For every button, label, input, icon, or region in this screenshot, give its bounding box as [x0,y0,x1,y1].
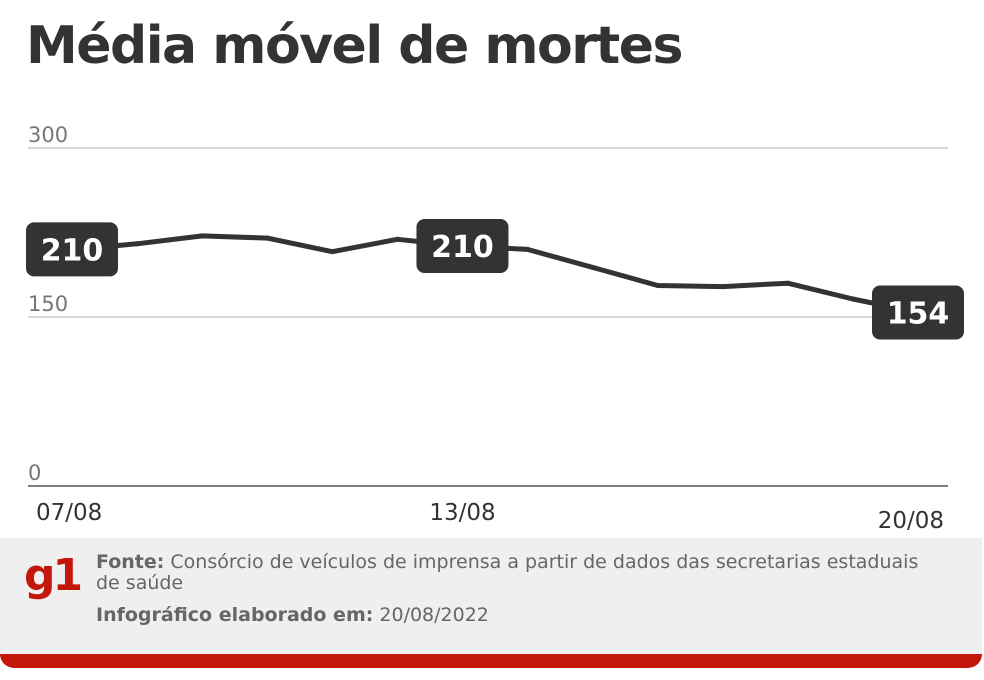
g1-logo: g1 [24,550,83,601]
data-point [525,246,531,252]
data-point [264,235,270,241]
x-tick-label: 13/08 [429,500,495,526]
data-point [199,233,205,239]
data-point [720,284,726,290]
data-point [590,264,596,270]
footer: g1 Fonte: Consórcio de veículos de impre… [0,538,982,668]
source-label: Fonte: [96,551,165,573]
y-tick-label: 150 [28,292,68,316]
data-label: 154 [887,296,950,331]
x-tick-label: 07/08 [36,500,102,526]
line-chart: 300 150 0 07/08 13/08 20/08 210 210 154 [26,123,964,534]
data-point [655,282,661,288]
data-label-box [872,285,964,340]
made-date-note: Infográfico elaborado em: 20/08/2022 [96,604,489,626]
made-label: Infográfico elaborado em: [96,604,374,626]
source-note: Fonte: Consórcio de veículos de imprensa… [96,552,936,594]
chart-title: Média móvel de mortes [26,16,683,76]
data-label-box [26,222,118,277]
data-point [329,249,335,255]
y-tick-label: 0 [28,461,41,485]
y-tick-label: 300 [28,123,68,147]
data-point [394,236,400,242]
x-tick-label: 20/08 [878,508,944,534]
source-text: Consórcio de veículos de imprensa a part… [96,551,919,594]
data-label: 210 [41,233,104,268]
data-point [785,280,791,286]
data-label: 210 [431,230,494,265]
data-label-box [416,219,509,274]
data-point [134,241,140,247]
data-point [850,296,856,302]
made-date: 20/08/2022 [379,604,489,626]
